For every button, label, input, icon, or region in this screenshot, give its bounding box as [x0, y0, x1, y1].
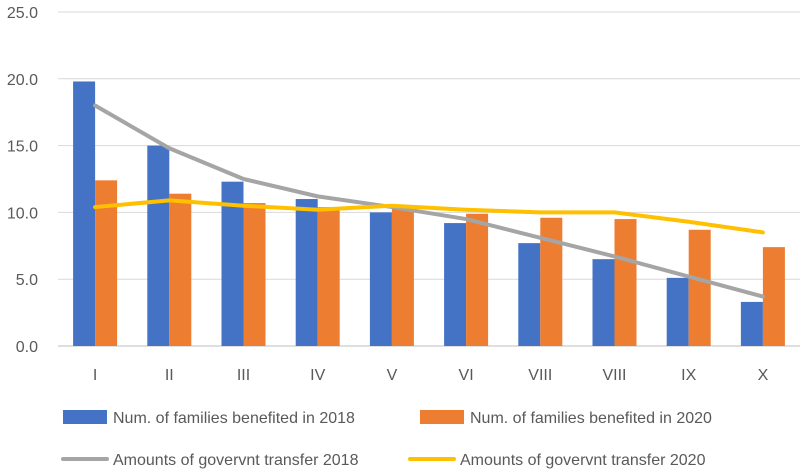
legend-swatch-2020-families [420, 410, 464, 424]
bar-2018-families [221, 181, 244, 346]
bar-2020-families [762, 247, 785, 346]
legend-swatch-2018-families [63, 410, 107, 424]
line-2020-transfer [93, 198, 765, 235]
bar-2020-families [391, 208, 414, 346]
bar-2020-families [688, 229, 711, 346]
y-tick-label: 5.0 [16, 272, 38, 289]
x-tick-label: X [758, 367, 769, 384]
bar-2018-families [73, 81, 96, 347]
legend-label-2018-families: Num. of families benefited in 2018 [113, 410, 355, 427]
x-axis: I II III IV V VI VIII VIII IX X [93, 367, 769, 384]
bar-2020-families [95, 180, 118, 346]
y-tick-label: 0.0 [16, 339, 38, 356]
y-tick-label: 20.0 [7, 72, 38, 89]
x-tick-label: IX [681, 367, 696, 384]
bar-2020-families [540, 217, 563, 346]
bar-2018-families [444, 223, 467, 346]
y-tick-label: 15.0 [7, 139, 38, 156]
x-tick-label: I [93, 367, 97, 384]
bar-2020-families [169, 193, 192, 346]
y-tick-label: 10.0 [7, 205, 38, 222]
bar-2018-families [147, 145, 170, 346]
bar-2020-families [614, 219, 637, 346]
bar-2018-families [295, 199, 318, 346]
legend-label-2018-transfer: Amounts of govervnt transfer 2018 [113, 452, 359, 469]
line-2018-transfer [93, 103, 765, 299]
y-tick-label: 25.0 [7, 5, 38, 22]
bar-2018-families [592, 259, 615, 346]
x-tick-label: IV [310, 367, 325, 384]
x-tick-label: V [387, 367, 398, 384]
bar-2018-families [518, 243, 541, 346]
bar-2018-families [740, 301, 763, 346]
x-tick-label: VIII [602, 367, 626, 384]
bar-2018-families [666, 277, 689, 346]
bar-2020-families [317, 207, 340, 346]
legend-label-2020-families: Num. of families benefited in 2020 [470, 410, 712, 427]
x-tick-label: III [237, 367, 250, 384]
bars [73, 81, 785, 347]
x-tick-label: VIII [528, 367, 552, 384]
y-axis: 0.0 5.0 10.0 15.0 20.0 25.0 [7, 5, 38, 356]
bar-2020-families [243, 203, 266, 346]
x-tick-label: VI [459, 367, 474, 384]
bar-2020-families [466, 213, 489, 346]
legend-label-2020-transfer: Amounts of govervnt transfer 2020 [460, 452, 706, 469]
bar-2018-families [369, 212, 392, 346]
x-tick-label: II [165, 367, 174, 384]
series-lines [93, 103, 765, 299]
legend: Num. of families benefited in 2018 Num. … [61, 410, 712, 469]
